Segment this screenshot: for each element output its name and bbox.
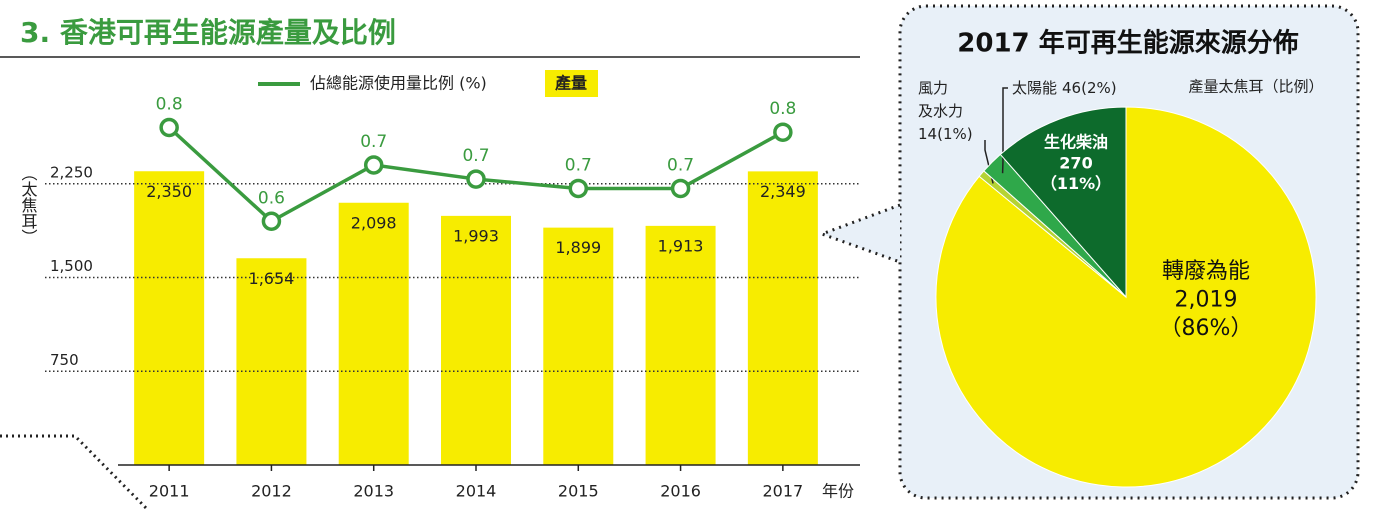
y-tick-label: 1,500	[50, 257, 93, 275]
x-tick-label: 2016	[660, 482, 701, 501]
bar-label: 1,899	[555, 238, 601, 257]
decor-line	[0, 434, 150, 512]
bar-label: 1,654	[249, 269, 295, 288]
bar-label: 1,913	[658, 236, 704, 255]
ratio-label: 0.8	[769, 99, 796, 119]
x-tick-label: 2015	[558, 482, 599, 501]
y-tick-label: 750	[50, 351, 79, 369]
slice-value: 14	[918, 125, 937, 143]
slice-percent: (1%)	[937, 125, 973, 143]
ratio-point	[159, 117, 179, 138]
bar	[441, 215, 511, 465]
ratio-label: 0.6	[258, 188, 285, 208]
slice-percent: （86%）	[1160, 316, 1253, 341]
slice-name-line: 風力	[918, 79, 948, 97]
ratio-point	[261, 211, 282, 231]
slice-name: 風力及水力	[918, 79, 963, 120]
bar-label: 2,349	[760, 182, 806, 201]
bar	[134, 171, 205, 465]
ratio-label: 0.8	[156, 95, 183, 115]
ratio-point	[466, 169, 486, 189]
chart-title: 3. 香港可再生能源產量及比例	[20, 16, 396, 49]
slice-percent: （11%）	[1041, 174, 1111, 193]
ratio-point	[568, 178, 589, 199]
ratio-label: 0.7	[462, 146, 489, 166]
leader-line	[1001, 87, 1008, 174]
slice-value: 2,019	[1175, 288, 1238, 313]
bar	[747, 171, 818, 465]
slice-name: 生化柴油	[1044, 133, 1108, 152]
bar	[543, 227, 614, 465]
x-tick-label: 2011	[149, 482, 190, 501]
x-tick-label: 2013	[353, 482, 394, 501]
slice-value: 270	[1059, 153, 1092, 172]
x-axis-label: 年份	[822, 482, 854, 501]
bar	[338, 202, 409, 465]
ratio-point	[773, 122, 793, 142]
ratio-label: 0.7	[360, 132, 387, 152]
ratio-point	[670, 178, 691, 199]
bar	[236, 258, 307, 465]
slice-value-group: 14(1%)	[918, 125, 973, 143]
x-tick-label: 2012	[251, 482, 292, 501]
bar-label: 1,993	[453, 226, 499, 245]
pie-subtitle: 產量太焦耳（比例）	[1188, 78, 1323, 96]
legend-swatch	[545, 70, 598, 97]
slice-label-group: 太陽能 46(2%)	[1012, 79, 1117, 97]
ratio-label: 0.7	[565, 155, 592, 175]
bar-label: 2,350	[146, 182, 192, 201]
slice-name-line: 及水力	[918, 102, 963, 120]
x-tick-label: 2014	[456, 482, 497, 501]
slice-name: 轉廢為能	[1162, 259, 1250, 284]
callout	[822, 205, 900, 262]
bars	[134, 171, 818, 465]
pie-title: 2017 年可再生能源來源分佈	[957, 28, 1298, 59]
y-axis-label: （太焦耳）	[19, 165, 38, 245]
slice-percent: (2%)	[1081, 79, 1117, 97]
ratio-label: 0.7	[667, 155, 694, 175]
slice-value: 46	[1062, 79, 1081, 97]
ratio-point	[363, 155, 384, 175]
bar-label: 2,098	[351, 213, 397, 232]
x-tick-label: 2017	[762, 482, 803, 501]
bar	[645, 225, 716, 465]
y-tick-label: 2,250	[50, 163, 93, 181]
slice-name: 太陽能	[1012, 79, 1057, 97]
legend-label: 產量	[555, 74, 587, 93]
legend-label: 佔總能源使用量比例 (%)	[310, 74, 487, 93]
pie-slice	[999, 106, 1127, 299]
